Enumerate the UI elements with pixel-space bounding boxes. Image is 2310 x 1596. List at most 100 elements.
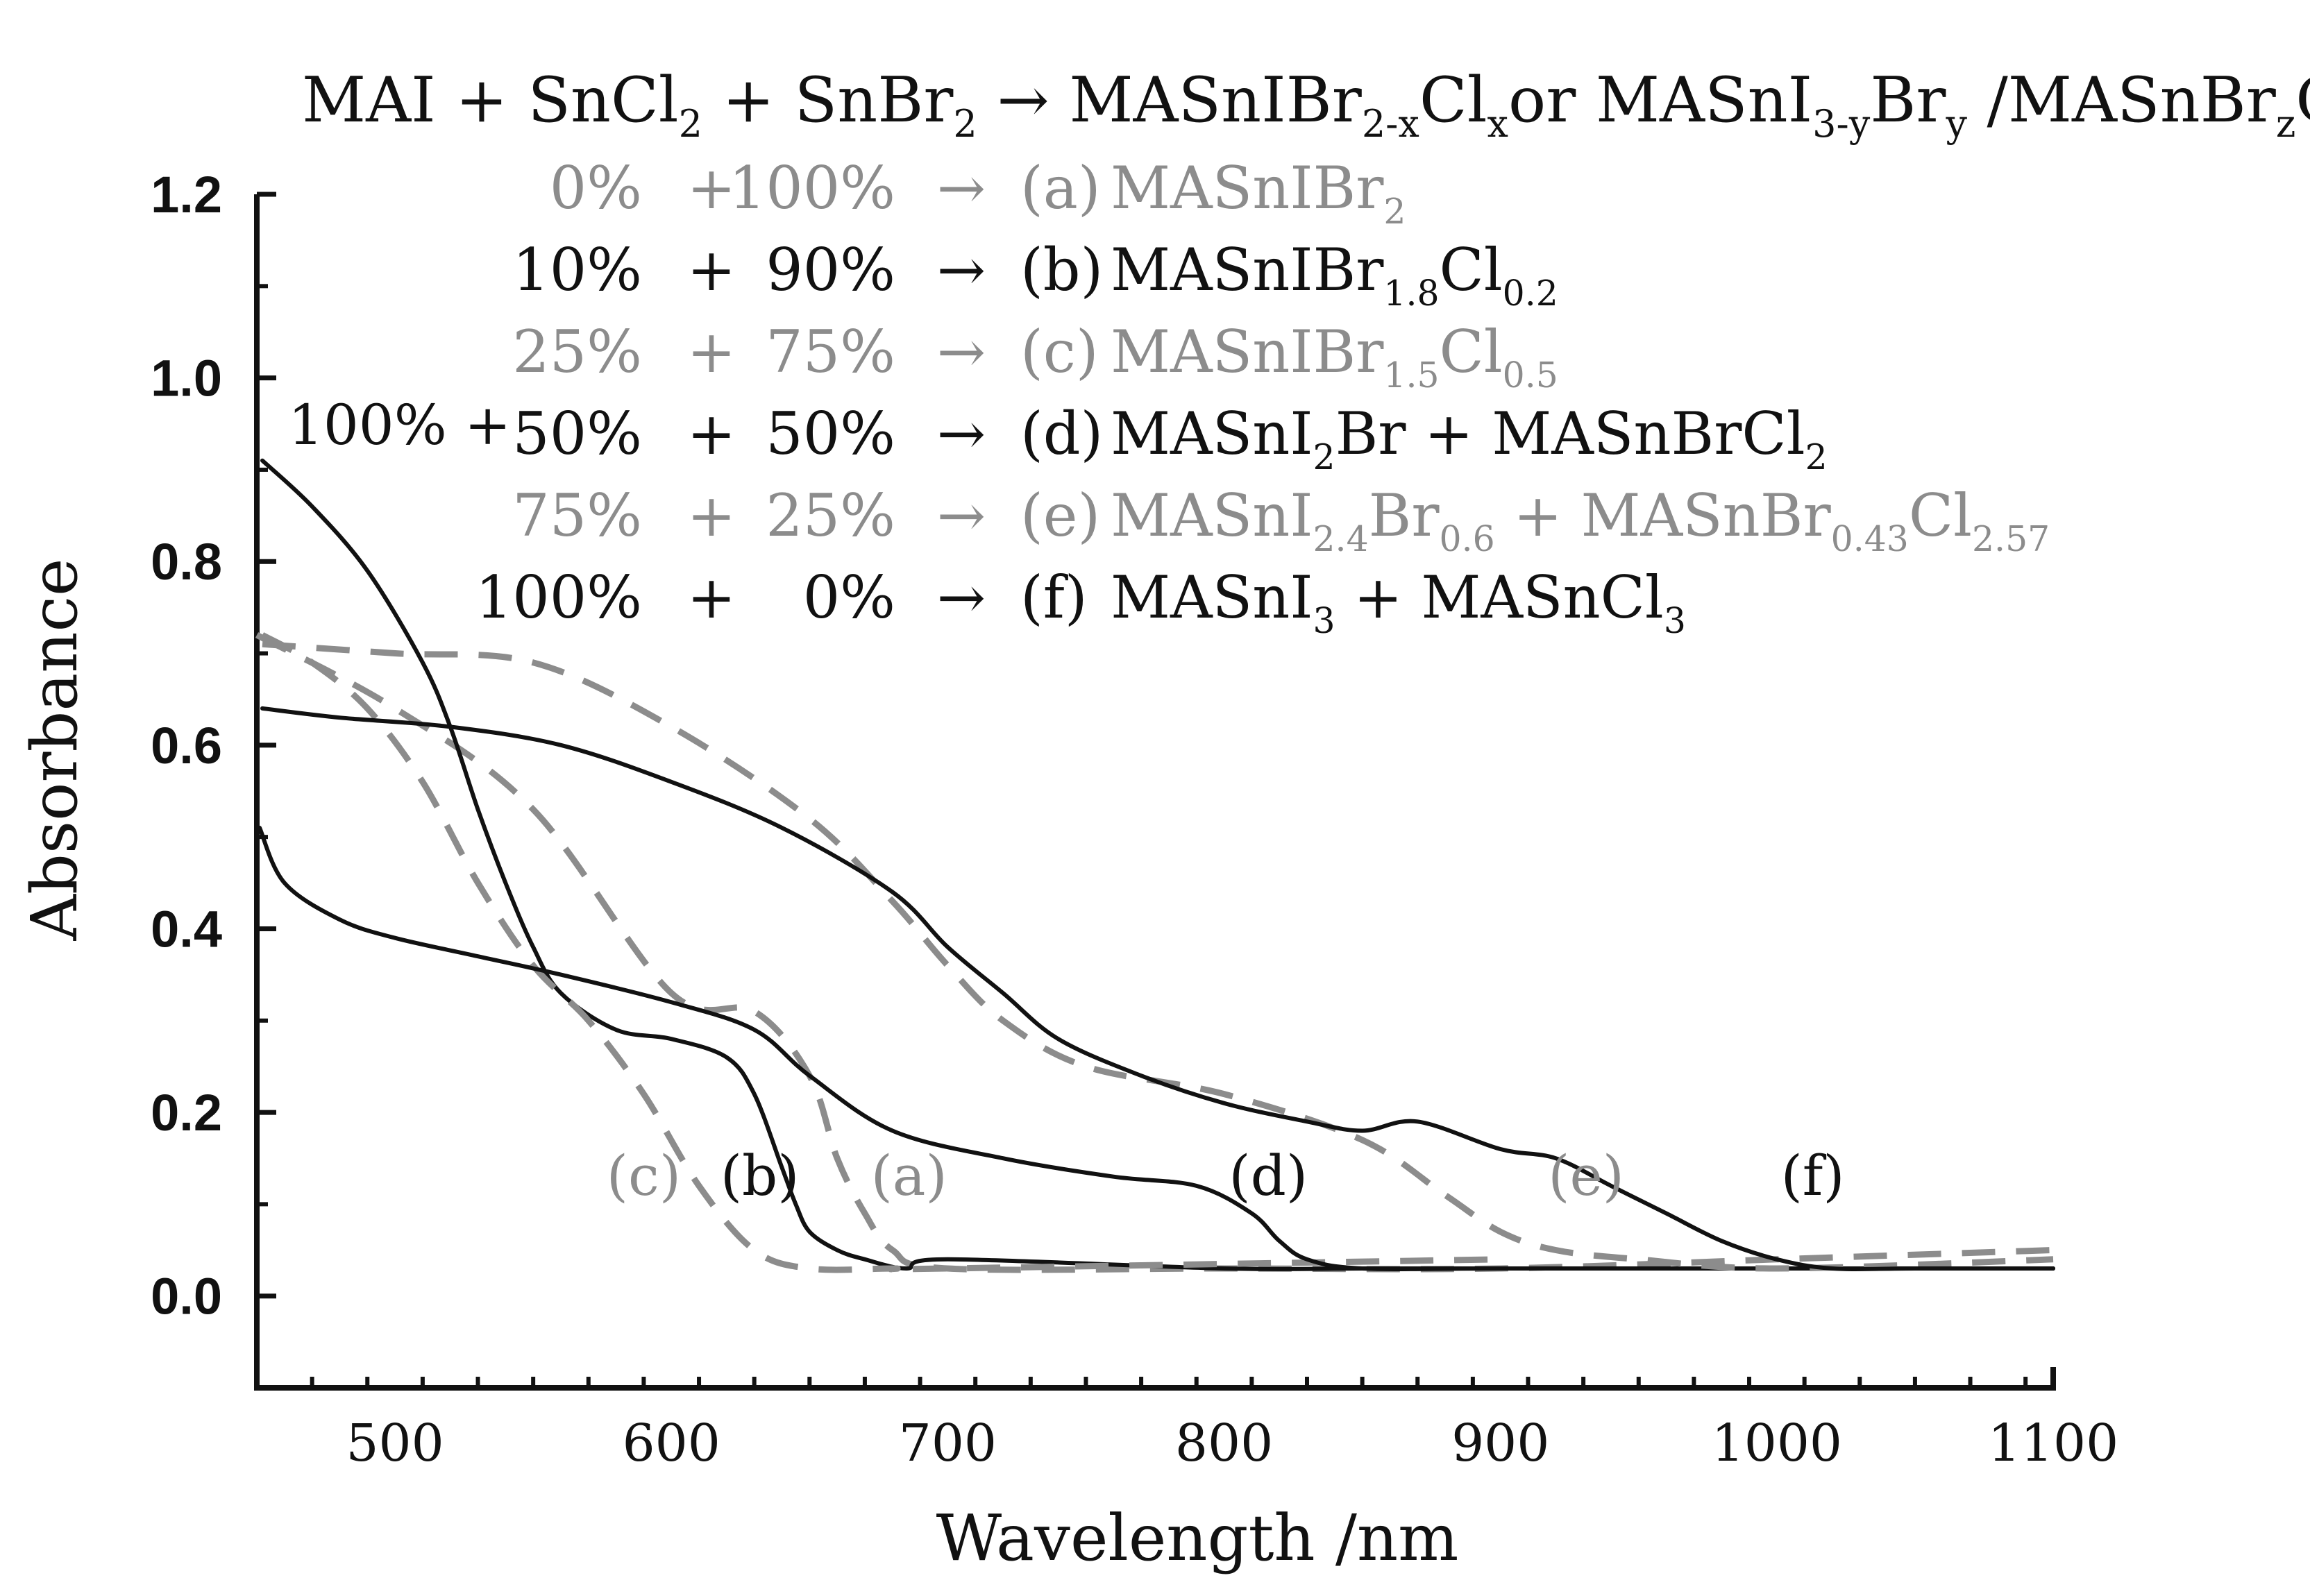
legend-arrow: →	[937, 400, 986, 468]
legend-prefix: 100% +	[288, 393, 511, 457]
subscript: 2.4	[1313, 518, 1369, 559]
subscript: 2-x	[1362, 102, 1419, 146]
title-formula: MAI + SnCl2 + SnBr2 → MASnIBr2-xClxor MA…	[302, 64, 2310, 146]
chart-title: MAI + SnCl2 + SnBr2 → MASnIBr2-xClxor MA…	[302, 64, 2310, 146]
subscript: 0.6	[1440, 518, 1495, 559]
text-run: + SnBr	[702, 64, 954, 137]
text-run: Cl	[1419, 64, 1487, 137]
series-line-f	[260, 706, 2055, 1271]
legend-left: 0%	[550, 154, 642, 222]
legend-left: 50%	[512, 400, 642, 468]
subscript: 3	[1664, 600, 1686, 641]
curve-label: (a)	[871, 1144, 947, 1208]
legend-right: 75%	[766, 318, 895, 386]
text-run: MASnI	[1111, 563, 1313, 631]
legend-label: (a)	[1020, 154, 1101, 222]
legend-row-a: 0% +100% → (a) MASnIBr2	[550, 154, 1406, 232]
x-tick-label: 800	[1175, 1414, 1273, 1473]
subscript: 3-y	[1812, 102, 1871, 146]
curve-label: (c)	[607, 1144, 681, 1208]
legend-right: 0%	[803, 563, 895, 631]
x-tick-label: 600	[623, 1414, 720, 1473]
text-run: → MASnIBr	[977, 64, 1363, 137]
y-tick-label: 0.0	[151, 1268, 222, 1325]
subscript: 2	[1313, 436, 1335, 477]
text-run: Br	[1369, 482, 1440, 550]
legend-left: 75%	[512, 482, 642, 550]
curve-label: (e)	[1548, 1144, 1624, 1208]
text-run: + MASnCl	[1335, 563, 1664, 631]
curve-label: (f)	[1781, 1144, 1845, 1208]
curve-label: (b)	[720, 1144, 800, 1208]
legend-row-e: 75% +25% → (e) MASnI2.4Br0.6 + MASnBr0.43Cl2…	[512, 482, 2050, 559]
legend-plus: +	[687, 318, 736, 386]
y-tick-label: 0.8	[151, 533, 222, 591]
legend-row-c: 25% +75% → (c) MASnIBr1.5Cl0.5	[512, 318, 1558, 396]
subscript: 2.57	[1972, 518, 2050, 559]
legend-arrow: →	[937, 236, 986, 304]
y-tick-label: 1.0	[151, 350, 222, 407]
legend-right: 25%	[766, 482, 895, 550]
series-line-c	[260, 632, 1501, 1273]
text-run: MAI + SnCl	[302, 64, 679, 137]
subscript: 1.5	[1383, 355, 1439, 396]
text-run: MASnIBr	[1111, 154, 1384, 222]
subscript: x	[1487, 102, 1508, 146]
series-line-a	[255, 632, 2054, 1273]
subscript: 0.5	[1503, 355, 1558, 396]
legend-arrow: →	[937, 563, 986, 631]
subscript: 2	[679, 102, 702, 146]
legend-arrow: →	[937, 318, 986, 386]
legend-right: 100%	[729, 154, 895, 222]
y-tick-label: 0.2	[151, 1084, 222, 1141]
text-run: Cl	[2295, 64, 2310, 137]
subscript: 0.2	[1503, 273, 1558, 314]
x-axis-label: Wavelength /nm	[936, 1501, 1459, 1575]
legend-plus: +	[687, 154, 736, 222]
legend-left: 25%	[512, 318, 642, 386]
legend-arrow: →	[937, 154, 986, 222]
text-run: Cl	[1909, 482, 1972, 550]
curve-label: (d)	[1229, 1144, 1308, 1208]
y-axis-label: Absorbance	[17, 559, 92, 942]
legend-label: (b)	[1020, 236, 1103, 304]
curve-labels: (c) (b) (a) (d) (e) (f)	[607, 1144, 1845, 1208]
text-run: Br	[1870, 64, 1946, 137]
series-line-e	[262, 640, 2054, 1272]
series-group	[255, 458, 2055, 1273]
subscript: 1.8	[1383, 273, 1439, 314]
text-run: MASnI	[1111, 400, 1313, 468]
legend-row-b: 10% +90% → (b) MASnIBr1.8Cl0.2	[512, 236, 1558, 314]
legend-plus: +	[687, 563, 736, 631]
legend-right: 50%	[766, 400, 895, 468]
x-tick-label: 500	[346, 1414, 444, 1473]
legend-plus: +	[687, 482, 736, 550]
legend-formula: MASnIBr2	[1111, 154, 1406, 232]
legend-formula: MASnI3 + MASnCl3	[1111, 563, 1686, 641]
x-tick-label: 1100	[1988, 1414, 2118, 1473]
legend-label: (c)	[1020, 318, 1099, 386]
series-line-d	[258, 825, 2055, 1271]
legend-label: (f)	[1020, 563, 1088, 631]
text-run: Cl	[1440, 318, 1503, 386]
legend-arrow: →	[937, 482, 986, 550]
text-run: Br + MASnBrCl	[1335, 400, 1805, 468]
subscript: z	[2276, 102, 2295, 146]
text-run: MASnI	[1111, 482, 1313, 550]
plot-axes	[254, 192, 2056, 1391]
legend-formula: MASnIBr1.8Cl0.2	[1111, 236, 1558, 314]
subscript: 0.43	[1831, 518, 1909, 559]
text-run: + MASnBr	[1495, 482, 1832, 550]
legend-plus: +	[687, 400, 736, 468]
legend-left: 10%	[512, 236, 642, 304]
text-run: MASnIBr	[1111, 318, 1384, 386]
legend-formula: MASnIBr1.5Cl0.5	[1111, 318, 1558, 396]
subscript: 2	[953, 102, 977, 146]
tick-labels: 0.0 0.2 0.4 0.6 0.8 1.0 1.2 500 600 700 800 900 1000…	[151, 166, 2118, 1473]
legend-row-d: 50% +50% → (d) MASnI2Br + MASnBrCl2	[512, 400, 1827, 477]
x-tick-label: 700	[899, 1414, 997, 1473]
text-run: Cl	[1440, 236, 1503, 304]
legend-formula: MASnI2Br + MASnBrCl2	[1111, 400, 1828, 477]
x-tick-label: 900	[1451, 1414, 1549, 1473]
